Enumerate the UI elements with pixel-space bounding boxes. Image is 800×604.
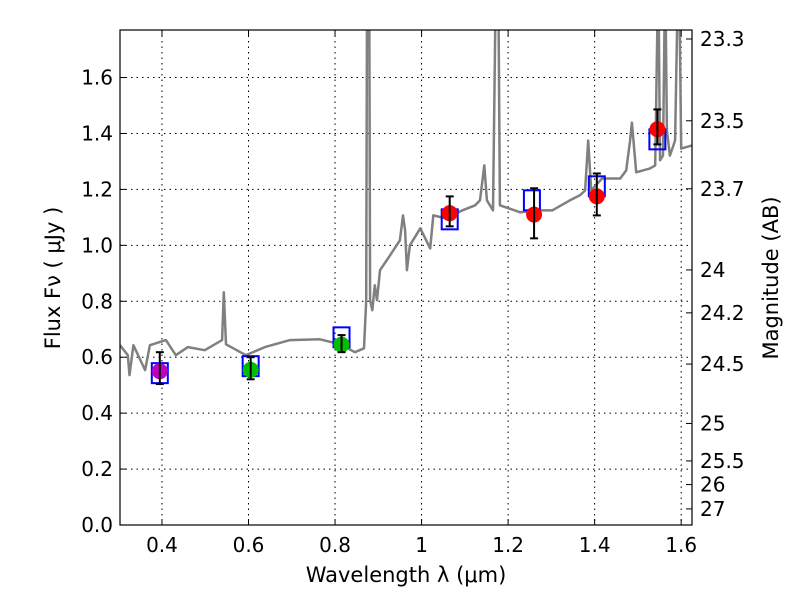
photometry-layer xyxy=(150,108,667,386)
right-tick-label: 23.5 xyxy=(700,109,745,133)
right-tick-label: 25 xyxy=(700,411,725,435)
right-tick-label: 24 xyxy=(700,258,725,282)
right-tick-label: 25.5 xyxy=(700,449,745,473)
right-tick-label: 23.3 xyxy=(700,27,745,51)
right-tick-label: 27 xyxy=(700,497,725,521)
x-tick-label: 1.4 xyxy=(579,533,611,557)
spectrum-line xyxy=(120,30,692,377)
plot-frame xyxy=(119,29,693,526)
x-tick-label: 0.4 xyxy=(146,533,178,557)
x-tick-label: 0.6 xyxy=(233,533,265,557)
right-axis-label: Magnitude (AB) xyxy=(759,196,783,359)
right-tick-label: 26 xyxy=(700,473,725,497)
right-tick-label: 23.7 xyxy=(700,177,745,201)
grid xyxy=(120,30,692,526)
y-tick-label: 0.6 xyxy=(81,345,113,369)
y-axis-label: Flux Fν ( μJy ) xyxy=(41,207,65,350)
y-tick-label: 0.2 xyxy=(81,457,113,481)
right-tick-label: 24.5 xyxy=(700,352,745,376)
y-tick-label: 0.4 xyxy=(81,401,113,425)
axes: 0.4 0.6 0.8 1 1.2 1.4 1.6 0.0 0.2 0.4 0.6 0.8 1.0 1.2… xyxy=(81,27,744,557)
y-tick-label: 0.0 xyxy=(81,513,113,537)
x-axis-label: Wavelength λ (μm) xyxy=(306,563,507,587)
y-tick-label: 0.8 xyxy=(81,289,113,313)
x-tick-label: 1.6 xyxy=(665,533,697,557)
y-tick-label: 1.0 xyxy=(81,233,113,257)
y-tick-label: 1.4 xyxy=(81,121,113,145)
x-tick-label: 1.2 xyxy=(492,533,524,557)
y-tick-label: 1.6 xyxy=(81,66,113,90)
x-tick-label: 0.8 xyxy=(319,533,351,557)
x-tick-label: 1 xyxy=(415,533,428,557)
right-tick-label: 24.2 xyxy=(700,301,745,325)
y-tick-label: 1.2 xyxy=(81,177,113,201)
spectrum-layer xyxy=(120,30,692,377)
